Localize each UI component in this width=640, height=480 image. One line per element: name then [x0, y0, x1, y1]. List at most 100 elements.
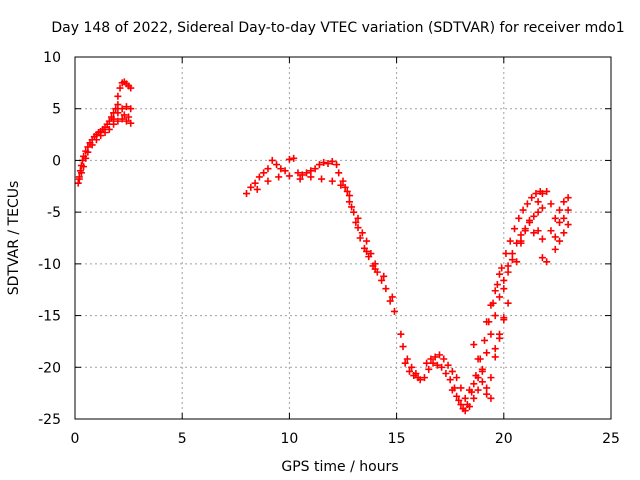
data-point	[560, 214, 568, 222]
y-tick-label: -20	[38, 360, 61, 376]
data-point	[390, 307, 398, 315]
y-axis-ticks: -25 -20 -15 -10 -5 0 5 10	[38, 50, 611, 428]
x-tick-label: 25	[602, 431, 620, 447]
data-point	[538, 254, 546, 262]
data-point	[487, 374, 495, 382]
data-point	[483, 318, 491, 326]
data-point	[521, 227, 529, 235]
data-point	[120, 111, 128, 119]
data-point	[453, 392, 461, 400]
data-point	[255, 173, 263, 181]
data-point	[296, 175, 304, 183]
data-point	[483, 384, 491, 392]
data-point	[114, 117, 122, 125]
x-tick-label: 5	[178, 431, 187, 447]
y-tick-label: 10	[43, 50, 61, 66]
y-axis-label: SDTVAR / TECUs	[6, 181, 22, 296]
data-point	[380, 272, 388, 280]
data-point	[268, 156, 276, 164]
data-point	[264, 177, 272, 185]
data-point	[247, 183, 255, 191]
data-point	[260, 169, 268, 177]
data-point	[318, 175, 326, 183]
data-point	[298, 171, 306, 179]
data-point	[97, 132, 105, 140]
data-point	[343, 187, 351, 195]
data-point	[506, 237, 514, 245]
x-tick-label: 20	[495, 431, 513, 447]
data-point	[444, 361, 452, 369]
data-point	[388, 293, 396, 301]
data-point	[315, 161, 323, 169]
data-point	[457, 384, 465, 392]
data-point	[251, 179, 259, 187]
x-axis-ticks: 0 5 10 15 20 25	[71, 57, 620, 447]
data-point	[345, 192, 353, 200]
data-point	[474, 374, 482, 382]
data-point	[382, 285, 390, 293]
data-point	[77, 169, 85, 177]
data-point	[397, 330, 405, 338]
data-point	[491, 312, 499, 320]
data-point	[431, 353, 439, 361]
data-point	[461, 407, 469, 415]
data-point	[493, 281, 501, 289]
data-point	[74, 179, 82, 187]
data-point	[538, 204, 546, 212]
data-point	[264, 165, 272, 173]
data-point	[122, 103, 130, 111]
data-point	[504, 299, 512, 307]
data-point	[410, 372, 418, 380]
data-point	[303, 169, 311, 177]
data-point	[556, 206, 564, 214]
data-point	[127, 119, 135, 127]
data-point	[442, 369, 450, 377]
data-point	[320, 158, 328, 166]
data-point	[105, 125, 113, 133]
data-point	[127, 105, 135, 113]
y-tick-label: -10	[38, 257, 61, 273]
data-point	[564, 206, 572, 214]
data-point	[470, 341, 478, 349]
data-point	[405, 367, 413, 375]
y-tick-label: -15	[38, 309, 61, 325]
data-point	[496, 270, 504, 278]
data-point	[534, 198, 542, 206]
data-points	[74, 78, 572, 415]
data-point	[534, 227, 542, 235]
data-point	[491, 353, 499, 361]
data-point	[504, 262, 512, 270]
data-point	[453, 374, 461, 382]
data-point	[461, 394, 469, 402]
data-point	[487, 301, 495, 309]
data-point	[435, 351, 443, 359]
data-point	[333, 161, 341, 169]
data-point	[420, 374, 428, 382]
data-point	[414, 374, 422, 382]
data-point	[285, 155, 293, 163]
y-tick-label: 5	[52, 102, 61, 118]
data-point	[448, 386, 456, 394]
data-point	[474, 386, 482, 394]
data-point	[354, 224, 362, 232]
data-point	[125, 113, 133, 121]
data-point	[275, 173, 283, 181]
data-point	[502, 250, 510, 258]
plot-frame	[74, 56, 612, 420]
data-point	[110, 115, 118, 123]
data-point	[80, 163, 88, 171]
data-point	[500, 276, 508, 284]
data-point	[551, 245, 559, 253]
data-point	[551, 214, 559, 222]
data-point	[328, 157, 336, 165]
data-point	[294, 169, 302, 177]
data-point	[118, 105, 126, 113]
chart-title: Day 148 of 2022, Sidereal Day-to-day VTE…	[51, 20, 624, 36]
data-point	[511, 225, 519, 233]
x-axis-label: GPS time / hours	[281, 459, 398, 475]
data-point	[345, 198, 353, 206]
x-tick-label: 15	[388, 431, 406, 447]
y-tick-label: -25	[38, 412, 61, 428]
y-tick-label: -5	[47, 205, 61, 221]
